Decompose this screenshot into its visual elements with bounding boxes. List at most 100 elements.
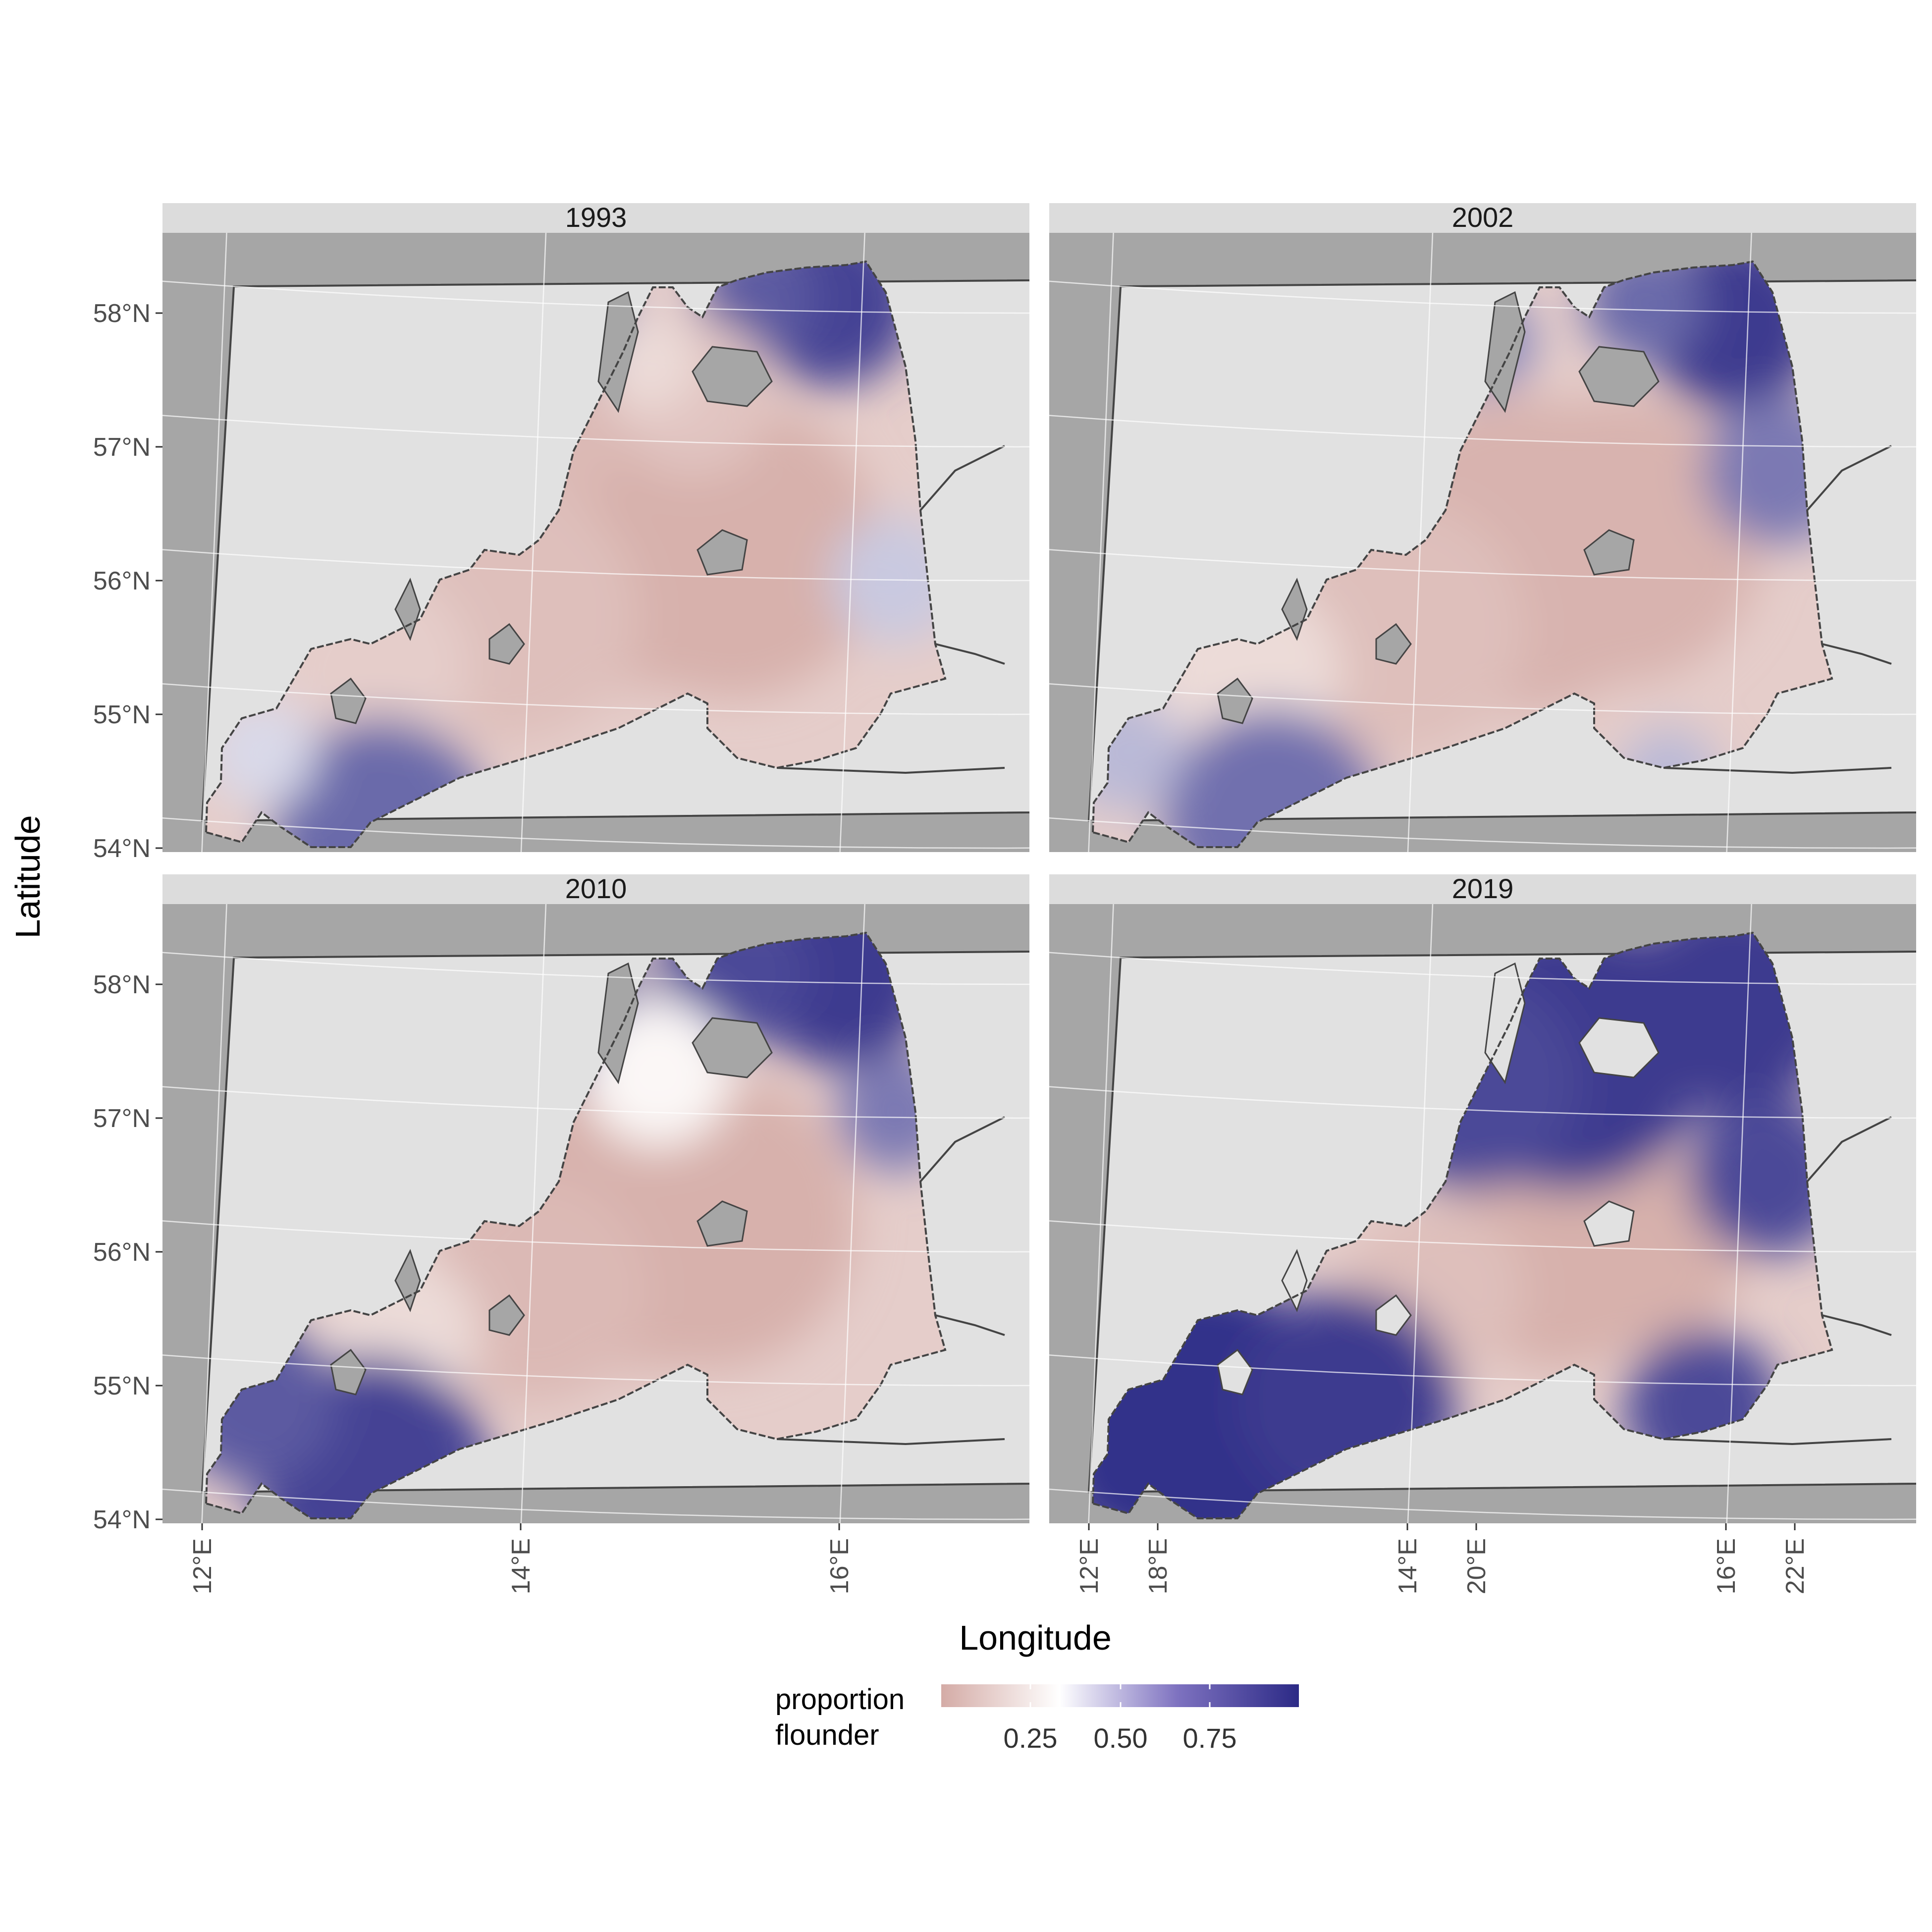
map-panel-2010: 2010 54°N 55°N 56°N 57°N 58°N 12°E 14°E 16°E 18°E…	[93, 873, 1810, 1594]
panel-strip	[162, 203, 1029, 233]
graticule-lat	[162, 1488, 1029, 1520]
island	[697, 529, 748, 576]
country-border	[919, 445, 1005, 511]
proportion-field	[747, 933, 935, 1068]
graticule-lat	[1049, 280, 1916, 314]
map-panel-1993: 1993 54°N 55°N 56°N 57°N 58°N	[93, 202, 1029, 863]
graticule-lat	[1049, 1086, 1916, 1119]
island	[1281, 1249, 1308, 1312]
graticule-lat	[1049, 817, 1916, 849]
map-panel-2002: 2002	[1049, 202, 1916, 852]
island	[1217, 677, 1253, 724]
island	[394, 1249, 421, 1312]
panel-title: 2019	[1452, 873, 1514, 904]
graticule-lat	[162, 280, 1029, 314]
country-border	[1822, 1314, 1892, 1336]
island	[330, 1348, 367, 1395]
graticule-lon	[201, 233, 227, 852]
x-tick-label: 12°E	[1075, 1538, 1104, 1594]
graticule-lon	[1726, 233, 1752, 852]
island	[1578, 346, 1660, 407]
x-tick-label: 20°E	[1462, 1538, 1491, 1594]
x-tick-label: 22°E	[1781, 1538, 1810, 1594]
legend-tick-label: 0.75	[1183, 1722, 1237, 1754]
country-border	[935, 1314, 1005, 1336]
island	[1281, 578, 1308, 641]
island	[1583, 1200, 1635, 1247]
graticule-lat	[1049, 1220, 1916, 1253]
graticule-lat	[1049, 1488, 1916, 1520]
panel-title: 1993	[565, 202, 627, 233]
panel-strip	[1049, 203, 1916, 233]
legend-tick-label: 0.25	[1004, 1722, 1058, 1754]
graticule-lat	[162, 817, 1029, 849]
y-tick-label: 56°N	[93, 567, 151, 595]
graticule-lon	[1088, 233, 1114, 852]
x-tick-label: 14°E	[507, 1538, 536, 1594]
island	[488, 1294, 525, 1336]
x-tick-label: 14°E	[1394, 1538, 1422, 1594]
x-tick-label: 16°E	[1712, 1538, 1741, 1594]
island	[1375, 1294, 1412, 1336]
x-tick-label: 16°E	[825, 1538, 854, 1594]
graticule-lat	[1049, 549, 1916, 582]
graticule-lat	[162, 683, 1029, 715]
legend-title-line1: proportion	[775, 1683, 905, 1716]
island	[394, 578, 421, 641]
coastline	[1092, 931, 1833, 1519]
graticule-lon	[1088, 904, 1114, 1523]
panel-title: 2002	[1452, 202, 1514, 233]
graticule-lat	[1049, 683, 1916, 715]
y-tick-label: 57°N	[93, 1104, 151, 1133]
x-axis-title: Longitude	[959, 1618, 1112, 1657]
panel-strip	[1049, 874, 1916, 904]
y-tick-label: 56°N	[93, 1238, 151, 1267]
island	[692, 346, 773, 407]
x-tick-label: 12°E	[188, 1538, 217, 1594]
island	[1217, 1348, 1253, 1395]
island	[692, 1017, 773, 1078]
legend: proportion flounder 0.25 0.50 0.75	[775, 1683, 1299, 1754]
x-tick-label: 18°E	[1144, 1538, 1173, 1594]
y-tick-label: 58°N	[93, 970, 151, 999]
y-tick-label: 57°N	[93, 433, 151, 462]
panel-title: 2010	[565, 873, 627, 904]
y-tick-label: 55°N	[93, 1372, 151, 1400]
legend-title-line2: flounder	[775, 1719, 879, 1751]
graticule-lat	[162, 1354, 1029, 1387]
country-border	[776, 1438, 1005, 1446]
graticule-lon	[201, 904, 227, 1523]
y-tick-label: 58°N	[93, 299, 151, 328]
graticule-lat	[1049, 952, 1916, 985]
country-border	[1663, 767, 1892, 774]
island	[330, 677, 367, 724]
graticule-lat	[162, 952, 1029, 985]
y-axis-title: Latitude	[8, 815, 47, 938]
country-border	[1806, 1116, 1892, 1182]
y-tick-label: 55°N	[93, 700, 151, 729]
y-tick-label: 54°N	[93, 834, 151, 863]
graticule-lat	[162, 415, 1029, 448]
graticule-lon	[520, 233, 547, 852]
map-panel-2019: 2019 12°E 14°E 16°E 18°E 20°E 22°E	[1049, 873, 1916, 1594]
graticule-lat	[1049, 1354, 1916, 1387]
coastline	[1092, 260, 1833, 848]
coastline	[205, 931, 947, 1519]
country-border	[1663, 1438, 1892, 1446]
island	[1578, 1017, 1660, 1078]
graticule-lat	[162, 1220, 1029, 1253]
island	[488, 623, 525, 665]
country-border	[919, 1116, 1005, 1182]
graticule-lat	[162, 1086, 1029, 1119]
graticule-lon	[1407, 233, 1434, 852]
graticule-lon	[520, 904, 547, 1523]
graticule-lat	[162, 549, 1029, 582]
country-border	[776, 767, 1005, 774]
country-border	[935, 643, 1005, 665]
graticule-lon	[839, 233, 865, 852]
panel-strip	[162, 874, 1029, 904]
graticule-lon	[1407, 904, 1434, 1523]
island	[1375, 623, 1412, 665]
country-border	[1806, 445, 1892, 511]
coastline	[205, 260, 947, 848]
